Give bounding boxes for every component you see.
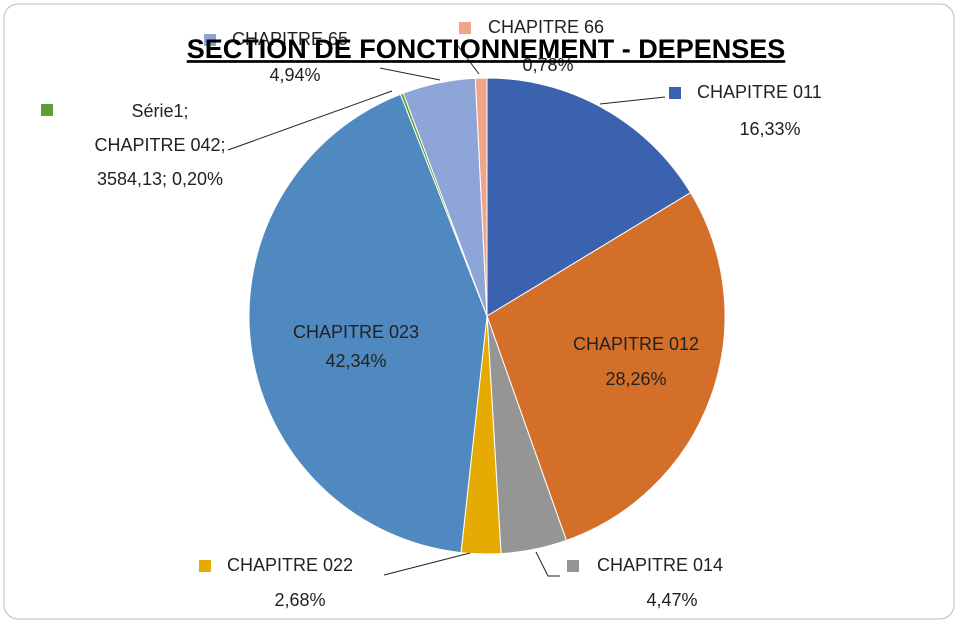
legend-marker — [41, 104, 53, 116]
pie-slice — [474, 77, 488, 317]
value-label: 42,34% — [325, 351, 386, 371]
leader-line — [599, 96, 666, 105]
leader-line — [227, 90, 393, 151]
pie-slice — [248, 93, 488, 554]
legend-marker — [567, 560, 579, 572]
category-label: CHAPITRE 022 — [227, 555, 353, 575]
category-label: CHAPITRE 023 — [293, 322, 419, 342]
value-label: 4,47% — [646, 590, 697, 610]
category-label: CHAPITRE 65 — [232, 29, 348, 49]
value-label: 2,68% — [274, 590, 325, 610]
legend-marker — [459, 22, 471, 34]
chart-title: SECTION DE FONCTIONNEMENT - DEPENSES — [187, 34, 786, 64]
leader-line — [454, 41, 480, 75]
category-label: CHAPITRE 66 — [488, 17, 604, 37]
legend-marker — [669, 87, 681, 99]
value-label: 16,33% — [739, 119, 800, 139]
pie-slice — [486, 191, 726, 542]
data-label-text: Série1; CHAPITRE 042; 3584,13; 0,20% — [94, 101, 226, 189]
pie-slice — [486, 77, 692, 317]
legend-marker — [204, 34, 216, 46]
leader-line — [379, 67, 441, 81]
leader-line — [383, 552, 471, 576]
category-label: CHAPITRE 012 — [573, 334, 699, 354]
leader-line — [535, 551, 560, 577]
category-label: CHAPITRE 014 — [597, 555, 723, 575]
value-label: 28,26% — [605, 369, 666, 389]
data-label: Série1; CHAPITRE 042; 3584,13; 0,20% — [94, 101, 226, 189]
category-label: CHAPITRE 011 — [697, 82, 822, 102]
legend-marker — [199, 560, 211, 572]
value-label: 0,78% — [522, 55, 573, 75]
value-label: 4,94% — [269, 65, 320, 85]
